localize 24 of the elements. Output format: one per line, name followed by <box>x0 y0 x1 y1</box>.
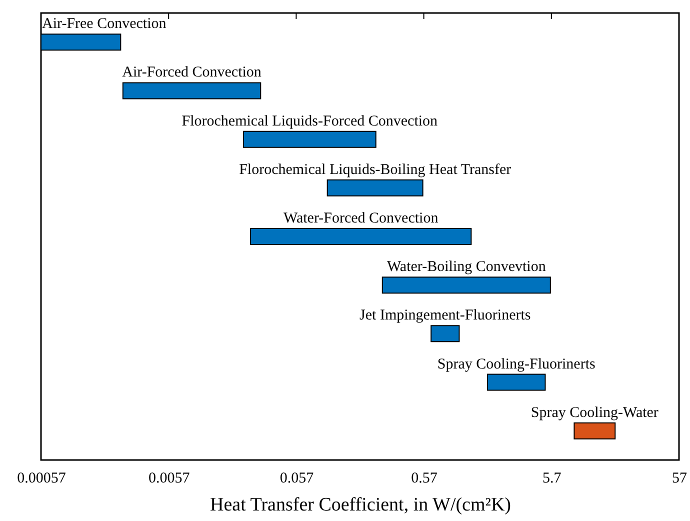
y-tick-label: Water-Forced Convection <box>284 210 439 226</box>
y-tick-label: Florochemical Liquids-Forced Convection <box>182 113 438 130</box>
x-tick-label: 0.0057 <box>148 470 190 486</box>
y-tick-label: Spray Cooling-Fluorinerts <box>437 356 596 372</box>
y-tick-label: Florochemical Liquids-Boiling Heat Transfer <box>239 162 512 178</box>
bar <box>242 130 376 148</box>
bar <box>122 82 262 100</box>
bar <box>382 276 551 294</box>
bar <box>574 422 616 440</box>
x-tick-label: 5.7 <box>542 470 562 486</box>
bar <box>250 228 472 245</box>
y-tick-label: Air-Free Convection <box>42 16 167 32</box>
bar <box>487 374 546 391</box>
x-tick-label: 0.00057 <box>17 470 66 486</box>
y-tick-label: Air-Forced Convection <box>122 64 262 81</box>
x-tick-label: 57 <box>672 470 688 486</box>
y-tick-label: Jet Impingement-Fluorinerts <box>360 308 531 324</box>
x-axis-title: Heat Transfer Coefficient, in W/(cm²K) <box>210 494 512 516</box>
y-tick-label: Water-Boiling Convevtion <box>386 259 546 276</box>
bar <box>326 179 424 196</box>
x-tick-label: 0.57 <box>411 470 438 486</box>
x-tick-label: 0.057 <box>280 470 314 486</box>
y-tick-label: Spray Cooling-Water <box>530 404 658 421</box>
bar <box>430 325 460 342</box>
